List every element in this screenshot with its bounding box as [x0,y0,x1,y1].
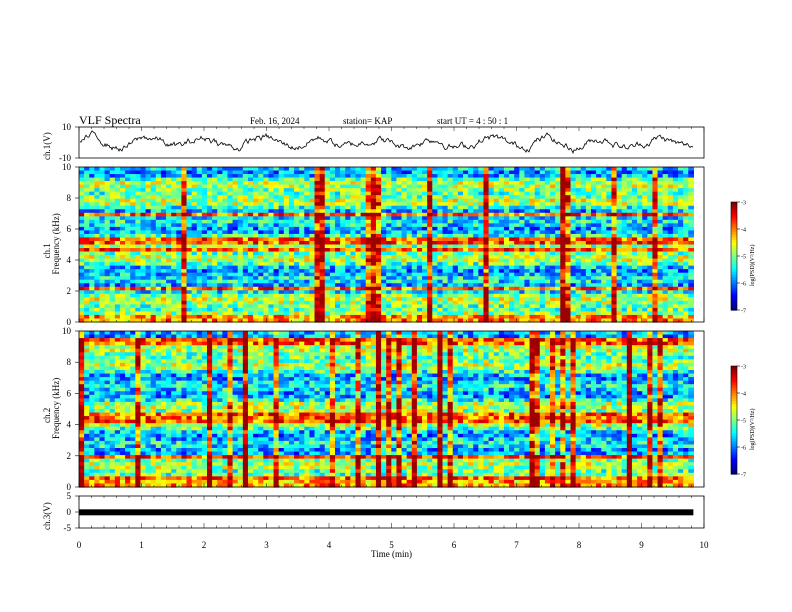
ch2-spectrogram-colorbar-label: log(PSD)(V²/Hz) [749,409,756,450]
ch1-spectrogram-colorbar-tick-label: -3 [741,201,746,207]
ch2-spectrogram-ytick-label: 10 [62,326,72,336]
ch1-spectrogram-ylabel: ch.1 [42,243,52,258]
ch2-spectrogram-ytick-label: 8 [67,357,72,367]
ch1-spectrogram-ytick-label: 2 [67,286,72,296]
ch1-spectrogram-ytick-label: 8 [67,193,72,203]
ch1-waveform-ylabel: ch.1(V) [42,132,52,160]
ch2-spectrogram-colorbar-tick-label: -3 [741,365,746,371]
ch1-spectrogram-colorbar-label: log(PSD)(V²/Hz) [749,245,756,286]
ch2-spectrogram-ylabel: ch.2 [42,408,52,423]
ch2-spectrogram-colorbar [731,366,737,475]
date-label: Feb. 16, 2024 [250,116,300,126]
x-tick-label: 2 [202,540,207,550]
ch2-spectrogram-ytick-label: 6 [67,388,72,398]
x-tick-label: 3 [264,540,269,550]
ch1-spectrogram-heatmap [79,167,694,323]
ch1-spectrogram-colorbar-tick-label: -5 [741,255,746,261]
x-tick-label: 4 [327,540,332,550]
ch3-ytick-label: -5 [64,523,72,533]
start-time-label: start UT = 4 : 50 : 1 [437,116,509,126]
x-tick-label: 0 [77,540,82,550]
x-tick-label: 5 [389,540,394,550]
ch1-waveform-frame [78,126,705,159]
x-tick-label: 7 [514,540,519,550]
ch1-spectrogram-ylabel2: Frequency (kHz) [51,213,61,274]
ch1-spectrogram-ytick-label: 4 [67,255,72,265]
ch3-ylabel: ch.3(V) [42,502,52,530]
ch2-spectrogram-ytick-label: 2 [67,451,72,461]
x-tick-label: 1 [139,540,144,550]
ch2-spectrogram-ytick-label: 4 [67,420,72,430]
x-axis-label: Time (min) [371,549,412,559]
ch1-spectrogram-colorbar-tick-label: -4 [741,228,746,234]
ch2-spectrogram-ylabel2: Frequency (kHz) [51,378,61,439]
x-tick-label: 6 [452,540,457,550]
ch1-spectrogram-ytick-label: 6 [67,224,72,234]
ch2-spectrogram-colorbar-tick-label: -6 [741,446,746,452]
ch2-spectrogram-colorbar-tick-label: -7 [741,473,746,479]
station-label: station= KAP [343,116,393,126]
ch2-spectrogram-heatmap [79,331,694,488]
ch1-spectrogram-ytick-label: 0 [67,317,72,327]
ch2-spectrogram-colorbar-tick-label: -5 [741,419,746,425]
ch1-waveform-ytick-label: -10 [59,153,71,163]
ch1-spectrogram-colorbar [731,202,737,311]
ch2-spectrogram-colorbar-tick-label: -4 [741,392,746,398]
ch1-waveform-ytick-label: 10 [62,122,72,132]
figure-title: VLF Spectra [79,113,141,127]
ch1-spectrogram-ytick-label: 10 [62,162,72,172]
ch1-waveform-trace [79,130,694,154]
ch1-spectrogram-colorbar-tick-label: -6 [741,282,746,288]
x-tick-label: 9 [639,540,644,550]
ch3-ytick-label: 5 [67,491,72,501]
ch2-spectrogram-ytick-label: 0 [67,482,72,492]
ch3-ytick-label: 0 [67,507,72,517]
x-tick-label: 10 [700,540,710,550]
ch1-spectrogram-colorbar-tick-label: -7 [741,309,746,315]
ch3-trace [79,509,694,516]
x-tick-label: 8 [577,540,582,550]
